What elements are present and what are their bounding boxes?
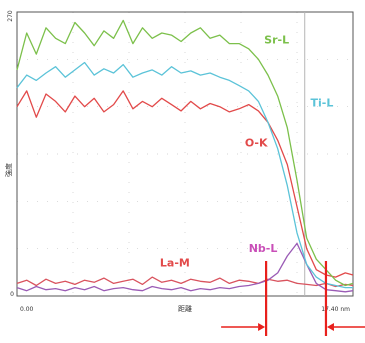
series-label-la-m: La-M: [160, 257, 190, 270]
series-line-ti-l: [16, 61, 353, 289]
series-line-sr-l: [16, 19, 354, 287]
arrow-head-right: [258, 323, 266, 331]
arrow-head-left: [326, 323, 334, 331]
series-line-la-m: [16, 276, 354, 288]
y-axis-label: 強度: [4, 163, 13, 177]
series-label-sr-l: Sr-L: [264, 34, 289, 47]
series-label-ti-l: Ti-L: [311, 97, 334, 110]
series-line-nb-l: [16, 242, 354, 293]
y-tick-label-bottom: 0: [10, 291, 14, 298]
y-tick-label-top: 270: [7, 10, 14, 22]
series-line-o-k: [16, 90, 354, 278]
plot-frame: [16, 11, 354, 297]
series-layer: [16, 19, 354, 293]
annotation-layer: Sr-L Ti-L O-K La-M Nb-L: [160, 34, 333, 270]
interface-marker-layer: [221, 261, 365, 336]
series-label-nb-l: Nb-L: [249, 242, 278, 255]
grid-layer: [17, 12, 353, 296]
x-tick-label-left: 0.00: [20, 306, 34, 313]
x-axis-label: 距離: [178, 304, 192, 313]
series-label-o-k: O-K: [245, 137, 268, 150]
x-tick-label-right: 17.40 nm: [321, 306, 350, 313]
